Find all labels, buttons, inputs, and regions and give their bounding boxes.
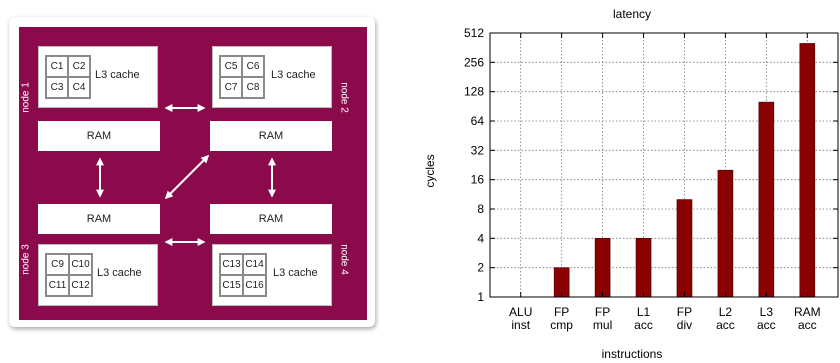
y-axis-label: cycles bbox=[423, 154, 437, 187]
node-2-l3-cache: L3 cache bbox=[271, 69, 316, 81]
node-4-cores: C13 C14 C15 C16 bbox=[219, 253, 267, 297]
node-1-cores: C1 C2 C3 C4 bbox=[45, 55, 91, 99]
node-3-package: C9 C10 C11 C12 L3 cache bbox=[38, 244, 158, 306]
node-4-l3-cache: L3 cache bbox=[273, 267, 318, 279]
bar bbox=[758, 101, 775, 298]
core-c13: C13 bbox=[220, 254, 243, 275]
latency-chart: latency cycles instructions 1 2 4 8 16 32 64 12… bbox=[423, 7, 839, 361]
link-node3-node2 bbox=[164, 154, 210, 200]
y-tick-label: 4 bbox=[477, 231, 484, 245]
x-tick-label: acc bbox=[634, 318, 653, 332]
bar bbox=[799, 43, 816, 298]
plot-frame bbox=[489, 32, 839, 298]
x-tick-label: FP bbox=[554, 305, 569, 319]
x-tick-label: acc bbox=[716, 318, 735, 332]
x-tick-label: RAM bbox=[794, 305, 821, 319]
y-tick-label: 64 bbox=[471, 114, 485, 128]
x-tick-label: inst bbox=[511, 318, 530, 332]
bar bbox=[717, 169, 734, 298]
node-2-ram: RAM bbox=[210, 121, 332, 151]
bar bbox=[594, 238, 611, 298]
core-c10: C10 bbox=[69, 254, 92, 275]
core-c11: C11 bbox=[46, 275, 69, 296]
y-tick-label: 8 bbox=[477, 202, 484, 216]
node-1-ram: RAM bbox=[38, 121, 160, 151]
x-tick-label: acc bbox=[757, 318, 776, 332]
node-2-cores: C5 C6 C7 C8 bbox=[219, 55, 265, 99]
node-1-package: C1 C2 C3 C4 L3 cache bbox=[38, 46, 158, 108]
y-tick-label: 32 bbox=[471, 143, 485, 157]
core-c4: C4 bbox=[68, 77, 90, 98]
x-tick-label: mul bbox=[593, 318, 612, 332]
core-c8: C8 bbox=[242, 77, 264, 98]
core-c2: C2 bbox=[68, 56, 90, 77]
numa-diagram: C1 C2 C3 C4 L3 cache RAM C5 C6 C7 C8 L3 … bbox=[0, 0, 400, 363]
y-tick-label: 16 bbox=[471, 173, 485, 187]
node-2-package: C5 C6 C7 C8 L3 cache bbox=[212, 46, 332, 108]
y-tick-label: 256 bbox=[464, 55, 484, 69]
x-axis-label: instructions bbox=[602, 347, 663, 361]
core-c16: C16 bbox=[243, 275, 266, 296]
node-3-l3-cache: L3 cache bbox=[97, 267, 142, 279]
interconnect-arrows bbox=[96, 104, 276, 246]
core-c1: C1 bbox=[46, 56, 68, 77]
core-c12: C12 bbox=[69, 275, 92, 296]
x-tick-label: FP bbox=[677, 305, 692, 319]
x-tick-label: FP bbox=[595, 305, 610, 319]
node-1-l3-cache: L3 cache bbox=[95, 69, 140, 81]
core-c7: C7 bbox=[220, 77, 242, 98]
node-4-ram: RAM bbox=[210, 204, 332, 234]
chart-title: latency bbox=[613, 7, 651, 21]
x-tick-label: ALU bbox=[509, 305, 532, 319]
x-tick-label: acc bbox=[798, 318, 817, 332]
x-tick-label: L1 bbox=[637, 305, 651, 319]
x-tick-label: L3 bbox=[760, 305, 774, 319]
core-c15: C15 bbox=[220, 275, 243, 296]
bar bbox=[676, 199, 693, 298]
x-tick-label: L2 bbox=[719, 305, 733, 319]
y-tick-label: 2 bbox=[477, 261, 484, 275]
bar bbox=[635, 238, 652, 298]
x-tick-label: div bbox=[677, 318, 692, 332]
core-c14: C14 bbox=[243, 254, 266, 275]
node-3-ram: RAM bbox=[38, 204, 160, 234]
core-c3: C3 bbox=[46, 77, 68, 98]
node-4-package: C13 C14 C15 C16 L3 cache bbox=[212, 244, 332, 306]
y-tick-label: 128 bbox=[464, 85, 484, 99]
core-c9: C9 bbox=[46, 254, 69, 275]
y-tick-label: 512 bbox=[464, 26, 484, 40]
bars-layer bbox=[553, 43, 816, 298]
y-tick-label: 1 bbox=[477, 290, 484, 304]
ticks-layer: 1248163264128256512ALUinstFPcmpFPmulL1ac… bbox=[464, 26, 838, 332]
core-c5: C5 bbox=[220, 56, 242, 77]
grid-layer bbox=[490, 33, 838, 297]
x-tick-label: cmp bbox=[550, 318, 573, 332]
core-c6: C6 bbox=[242, 56, 264, 77]
node-3-cores: C9 C10 C11 C12 bbox=[45, 253, 93, 297]
